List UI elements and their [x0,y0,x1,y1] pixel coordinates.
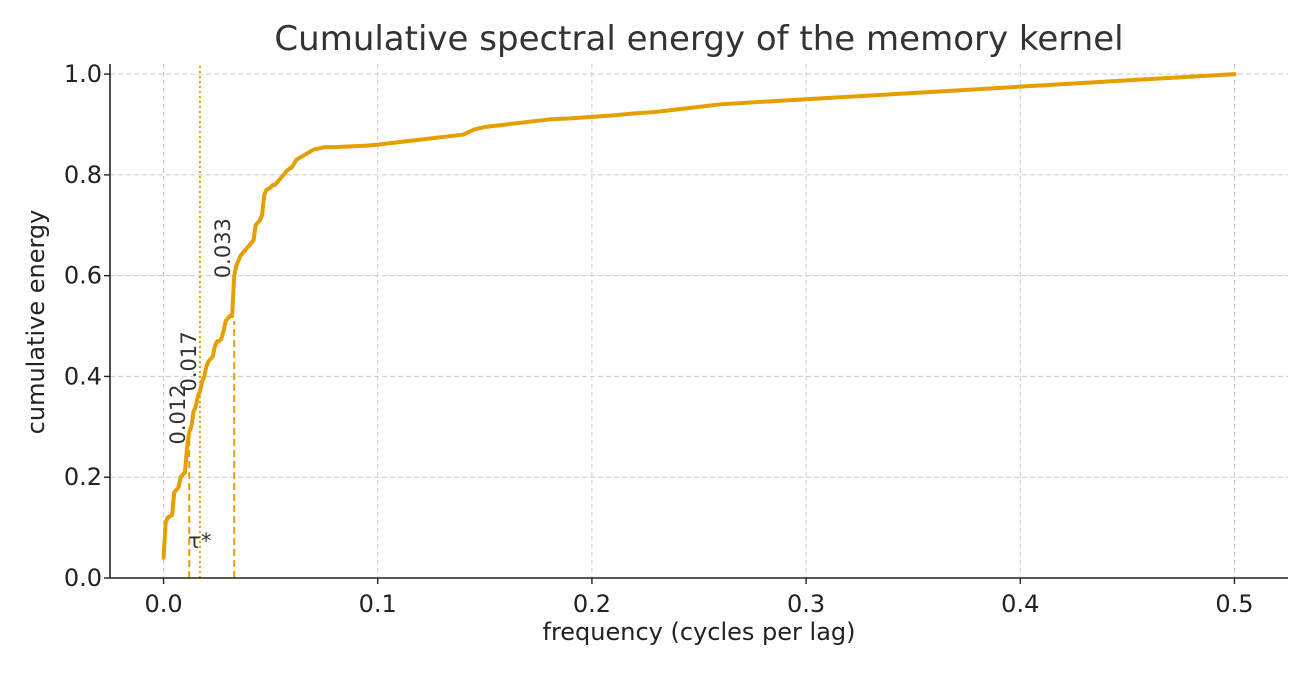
y-tick-label: 1.0 [64,60,102,88]
series-group [161,72,1237,560]
x-axis-label: frequency (cycles per lag) [543,618,856,646]
tau-star-label: τ* [188,529,211,553]
y-tick-label: 0.6 [64,262,102,290]
threshold-label: 0.012 [166,384,190,444]
x-tick-label: 0.4 [1001,590,1039,618]
series-line [161,72,1237,560]
threshold-lines [188,64,236,578]
y-tick-label: 0.8 [64,161,102,189]
y-tick-label: 0.4 [64,362,102,390]
threshold-label: 0.017 [177,331,201,391]
y-tick-label: 0.2 [64,463,102,491]
x-tick-label: 0.0 [144,590,182,618]
x-axis-ticks: 0.0 0.1 0.2 0.3 0.4 0.5 [144,578,1254,618]
x-tick-label: 0.3 [787,590,825,618]
y-axis-ticks: 0.0 0.2 0.4 0.6 0.8 1.0 [64,60,110,592]
threshold-label: 0.033 [211,218,235,278]
x-tick-label: 0.1 [359,590,397,618]
x-tick-label: 0.2 [573,590,611,618]
y-axis-label: cumulative energy [22,210,50,435]
chart-title: Cumulative spectral energy of the memory… [274,19,1123,59]
grid-lines [110,64,1288,579]
x-tick-label: 0.5 [1215,590,1253,618]
axes [109,64,1288,579]
y-tick-label: 0.0 [64,564,102,592]
